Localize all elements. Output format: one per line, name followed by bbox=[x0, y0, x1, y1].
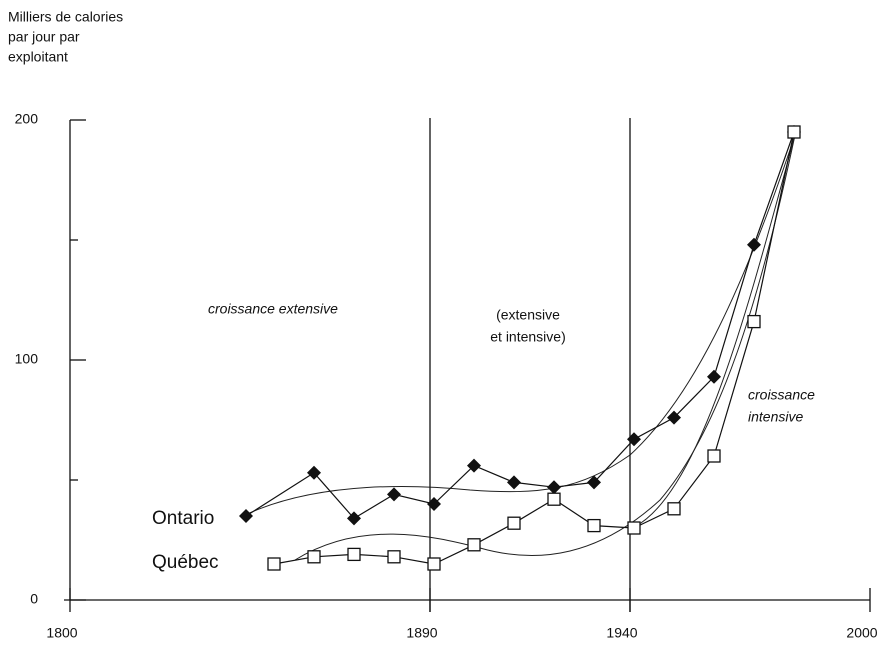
marker bbox=[627, 432, 641, 447]
x-tick-label: 1800 bbox=[46, 625, 77, 641]
marker bbox=[507, 475, 521, 490]
annotation: et intensive) bbox=[490, 329, 565, 345]
marker bbox=[239, 509, 253, 523]
marker bbox=[467, 458, 481, 473]
marker bbox=[347, 547, 361, 562]
marker bbox=[547, 480, 561, 495]
marker bbox=[747, 314, 761, 329]
marker bbox=[467, 538, 481, 552]
annotation: (extensive bbox=[496, 307, 560, 323]
x-tick-label: 1940 bbox=[606, 625, 637, 641]
marker bbox=[547, 492, 561, 506]
marker bbox=[507, 516, 521, 530]
annotation: intensive bbox=[748, 409, 803, 425]
marker bbox=[587, 518, 601, 533]
marker bbox=[307, 465, 321, 480]
annotation: croissance extensive bbox=[208, 301, 338, 317]
marker bbox=[267, 557, 281, 571]
marker bbox=[307, 550, 321, 564]
y-axis-label: exploitant bbox=[8, 49, 68, 65]
annotation: croissance bbox=[748, 387, 815, 403]
trend-curves bbox=[244, 134, 796, 561]
marker bbox=[427, 497, 441, 511]
series-line bbox=[245, 131, 795, 520]
x-tick-label: 1890 bbox=[406, 625, 437, 641]
series-line bbox=[273, 131, 795, 565]
marker bbox=[427, 557, 441, 571]
marker bbox=[587, 475, 601, 490]
y-tick-label: 100 bbox=[15, 351, 39, 367]
x-tick-label: 2000 bbox=[846, 625, 877, 641]
series-label: Québec bbox=[152, 552, 219, 573]
marker bbox=[707, 449, 721, 463]
marker bbox=[387, 487, 401, 502]
marker bbox=[667, 502, 681, 516]
marker bbox=[707, 369, 721, 384]
series-label: Ontario bbox=[152, 508, 214, 529]
y-axis-label: Milliers de calories bbox=[8, 9, 123, 25]
marker bbox=[627, 521, 641, 535]
marker bbox=[667, 410, 681, 425]
marker bbox=[387, 550, 401, 564]
y-axis-label: par jour par bbox=[8, 29, 80, 45]
y-tick-label: 0 bbox=[30, 591, 38, 607]
marker bbox=[787, 125, 801, 139]
marker bbox=[747, 237, 761, 252]
y-tick-label: 200 bbox=[15, 111, 39, 127]
marker bbox=[347, 511, 361, 526]
